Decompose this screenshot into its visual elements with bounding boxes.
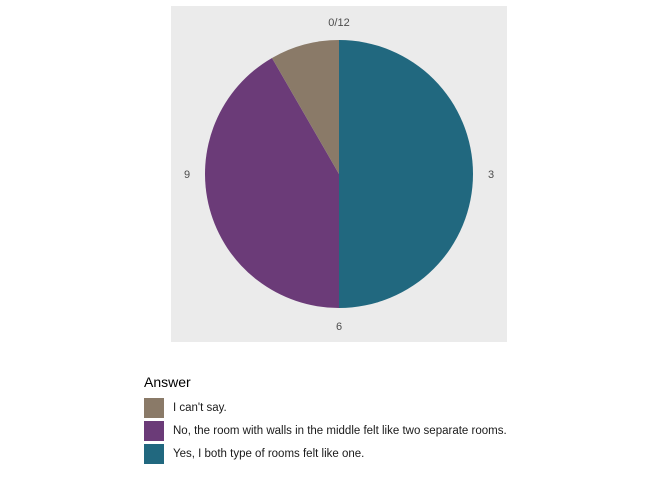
angle-tick-labels: 0/12 3 6 9 bbox=[184, 17, 494, 333]
angle-tick-label-1: 3 bbox=[488, 169, 494, 181]
pie-slice-0 bbox=[339, 40, 473, 308]
legend-swatch bbox=[144, 420, 164, 441]
legend-item-cant-say: I can't say. bbox=[144, 396, 507, 419]
legend-title: Answer bbox=[144, 374, 191, 390]
pie-chart: 0/12 3 6 9 bbox=[171, 6, 507, 342]
legend-item-yes: Yes, I both type of rooms felt like one. bbox=[144, 442, 507, 465]
pie-slice-1 bbox=[204, 57, 339, 309]
legend: Answer I can't say. No, the room with wa… bbox=[144, 374, 507, 465]
legend-label: No, the room with walls in the middle fe… bbox=[173, 424, 507, 437]
pie-slices bbox=[204, 40, 473, 309]
pie-slice-2 bbox=[272, 40, 339, 174]
legend-label: Yes, I both type of rooms felt like one. bbox=[173, 447, 365, 460]
legend-swatch bbox=[144, 443, 164, 464]
angle-tick-label-0: 0/12 bbox=[328, 17, 349, 29]
angle-tick-label-2: 6 bbox=[336, 321, 342, 333]
legend-label: I can't say. bbox=[173, 401, 227, 414]
legend-item-no: No, the room with walls in the middle fe… bbox=[144, 419, 507, 442]
legend-swatch bbox=[144, 397, 164, 418]
angle-tick-label-3: 9 bbox=[184, 169, 190, 181]
